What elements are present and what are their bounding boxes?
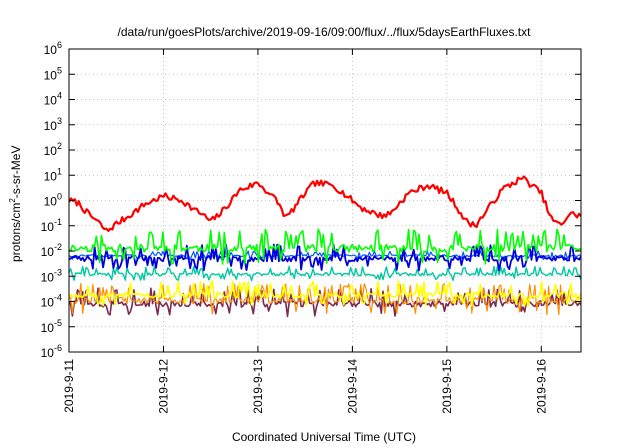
y-tick-base: 10 (41, 245, 55, 259)
y-tick-base: 10 (44, 195, 58, 209)
y-tick-exponent: -6 (54, 343, 62, 353)
y-axis-label-suffix: -s-sr-MeV (9, 146, 23, 199)
x-tick-label: 2019-9-16 (534, 359, 548, 414)
x-axis-label: Coordinated Universal Time (UTC) (232, 430, 416, 444)
y-tick-label: 103 (44, 116, 62, 133)
y-tick-label: 10-6 (41, 343, 62, 360)
y-tick-label: 10-1 (41, 217, 62, 234)
x-tick-labels: 2019-9-11 2019-9-12 2019-9-13 2019-9-14 2019… (62, 359, 548, 414)
y-tick-label: 10-4 (41, 293, 62, 310)
y-tick-exponent: 1 (57, 166, 62, 176)
series-line (69, 228, 581, 265)
y-tick-exponent: 4 (57, 91, 62, 101)
y-axis-label: protons/cm2-s-sr-MeV (8, 146, 23, 262)
y-tick-exponent: 5 (57, 65, 62, 75)
data-series (69, 175, 581, 318)
series-line (69, 280, 581, 307)
y-tick-base: 10 (44, 144, 58, 158)
y-tick-base: 10 (41, 346, 55, 360)
series-line (69, 265, 581, 282)
x-tick-label: 2019-9-12 (156, 359, 170, 414)
x-tick-label: 2019-9-11 (62, 359, 76, 413)
y-tick-exponent: 3 (57, 116, 62, 126)
y-tick-base: 10 (44, 68, 58, 82)
y-tick-label: 10-5 (41, 318, 62, 335)
chart-title: /data/run/goesPlots/archive/2019-09-16/0… (118, 25, 532, 39)
y-tick-exponent: -4 (54, 293, 62, 303)
y-tick-base: 10 (41, 220, 55, 234)
y-tick-labels: 10-610-510-410-310-210-11001011021031041… (41, 40, 62, 360)
y-tick-label: 10-2 (41, 242, 62, 259)
y-tick-exponent: 6 (57, 40, 62, 50)
y-tick-base: 10 (44, 119, 58, 133)
y-tick-label: 101 (44, 166, 62, 183)
y-tick-base: 10 (41, 321, 55, 335)
series-line (69, 282, 581, 316)
y-tick-exponent: -2 (54, 242, 62, 252)
y-tick-label: 104 (44, 91, 62, 108)
y-tick-exponent: 0 (57, 192, 62, 202)
y-axis-label-sup: 2 (8, 198, 17, 203)
y-axis-label-prefix: protons/cm (9, 203, 23, 262)
y-tick-base: 10 (44, 169, 58, 183)
x-tick-label: 2019-9-15 (440, 359, 454, 414)
y-tick-label: 106 (44, 40, 62, 57)
y-tick-exponent: -5 (54, 318, 62, 328)
y-tick-label: 100 (44, 192, 62, 209)
y-tick-base: 10 (41, 270, 55, 284)
axis-ticks (68, 48, 581, 353)
series-line (69, 243, 581, 272)
series-line (69, 175, 581, 232)
x-tick-label: 2019-9-13 (251, 359, 265, 414)
y-tick-base: 10 (44, 43, 58, 57)
y-tick-label: 105 (44, 65, 62, 82)
y-tick-exponent: -3 (54, 267, 62, 277)
y-tick-label: 102 (44, 141, 62, 158)
y-tick-label: 10-3 (41, 267, 62, 284)
y-tick-exponent: -1 (54, 217, 62, 227)
y-tick-base: 10 (44, 94, 58, 108)
y-tick-exponent: 2 (57, 141, 62, 151)
y-tick-base: 10 (41, 296, 55, 310)
x-tick-label: 2019-9-14 (345, 359, 359, 414)
